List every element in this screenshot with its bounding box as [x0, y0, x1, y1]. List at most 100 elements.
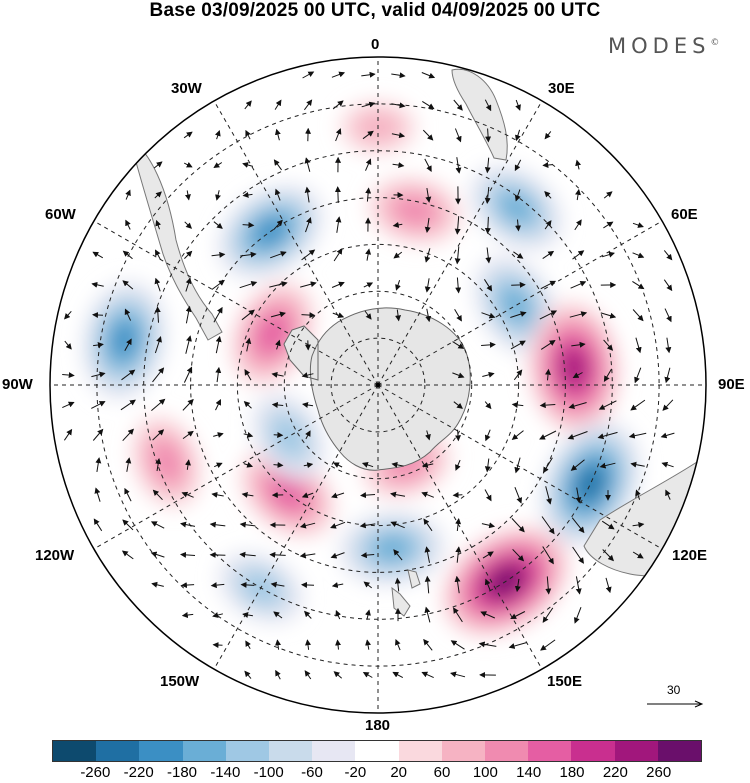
wind-vector-arrow: [478, 641, 497, 648]
lon-label-90w: 90W: [2, 376, 33, 393]
wind-vector-arrow: [545, 486, 552, 505]
wind-vector-arrow: [185, 335, 192, 354]
wind-vector-arrow: [184, 190, 191, 201]
colorbar-swatch: [312, 741, 356, 761]
colorbar-swatch: [657, 741, 702, 761]
wind-vector-arrow: [571, 517, 585, 534]
colorbar-swatch: [139, 741, 183, 761]
wind-vector-arrow: [484, 216, 491, 235]
wind-vector-arrow: [122, 428, 134, 442]
lon-label-150e: 150E: [547, 673, 583, 690]
wind-vector-arrow: [305, 216, 312, 233]
wind-vector-arrow: [630, 461, 645, 468]
wind-vector-arrow: [304, 610, 312, 619]
wind-vector-arrow: [540, 340, 556, 350]
wind-vector-arrow: [392, 162, 405, 169]
reference-vector-arrow: [647, 700, 704, 708]
wind-vector-arrow: [302, 402, 314, 408]
wind-vector-arrow: [391, 132, 406, 139]
wind-vector-arrow: [663, 250, 673, 261]
wind-vector-arrow: [302, 71, 315, 79]
wind-vector-arrow: [575, 159, 582, 170]
wind-vector-arrow: [269, 551, 286, 558]
wind-vector-arrow: [304, 186, 311, 203]
wind-vector-arrow: [632, 521, 645, 528]
wind-vector-arrow: [539, 310, 558, 320]
wind-vector-arrow: [213, 306, 223, 323]
wind-vector-arrow: [572, 372, 583, 378]
wind-vector-arrow: [395, 309, 402, 322]
wind-vector-arrow: [155, 249, 161, 260]
wind-vector-arrow: [305, 639, 311, 650]
wind-vector-arrow: [94, 487, 101, 502]
colorbar-swatch: [441, 741, 486, 761]
wind-vector-arrow: [215, 366, 222, 383]
wind-vector-arrow: [603, 221, 614, 229]
wind-vector-arrow: [511, 281, 526, 288]
wind-vector-arrow: [455, 429, 462, 442]
colorbar-swatch: [96, 741, 140, 761]
wind-vector-arrow: [181, 491, 194, 498]
wind-vector-arrow: [62, 401, 75, 409]
wind-vector-arrow: [244, 369, 252, 381]
wind-vector-arrow: [632, 551, 644, 559]
wind-vector-arrow: [422, 100, 435, 110]
wind-vector-arrow: [303, 462, 314, 469]
wind-vector-arrow: [364, 310, 372, 320]
wind-vector-arrow: [455, 546, 462, 563]
wind-vector-arrow: [121, 550, 134, 560]
wind-vector-arrow: [271, 371, 284, 378]
reference-vector-label: 30: [667, 683, 681, 697]
wind-vector-arrow: [210, 582, 225, 589]
africa-coastline: [451, 68, 508, 161]
wind-vector-arrow: [484, 99, 492, 112]
wind-vector-arrow: [455, 157, 462, 174]
wind-vector-arrow: [64, 340, 72, 350]
wind-vector-arrow: [92, 251, 104, 259]
lon-label-30w: 30W: [171, 80, 202, 97]
wind-vector-arrow: [122, 519, 134, 531]
wind-vector-arrow: [241, 309, 255, 321]
latitude-circle: [236, 243, 520, 527]
wind-vector-arrow: [335, 639, 342, 650]
wind-vector-arrow: [483, 279, 493, 292]
wind-vector-arrow: [242, 162, 254, 168]
wind-vector-arrow: [242, 612, 253, 618]
wind-vector-arrow: [453, 99, 463, 111]
wind-vector-arrow: [215, 335, 222, 354]
wind-vector-arrow: [150, 521, 165, 529]
wind-vector-arrow: [305, 430, 311, 440]
wind-vector-arrow: [424, 606, 431, 623]
wind-vector-arrow: [663, 279, 673, 292]
wind-vector-arrow: [182, 398, 194, 411]
south-pole-marker: [375, 382, 381, 388]
wind-vector-arrow: [214, 129, 221, 140]
wind-vector-arrow: [424, 158, 432, 172]
colorbar: [52, 740, 702, 762]
colorbar-swatch: [485, 741, 529, 761]
colorbar-tick-label: 100: [472, 764, 498, 781]
meridian-line: [377, 220, 663, 386]
wind-vector-arrow: [242, 191, 253, 198]
wind-vector-arrow: [273, 219, 283, 230]
wind-vector-arrow: [122, 280, 134, 290]
wind-vector-arrow: [153, 161, 163, 169]
wind-vector-arrow: [124, 487, 132, 502]
colorbar-tick-label: -20: [344, 764, 367, 781]
wind-vector-arrow: [425, 430, 431, 441]
wind-vector-arrow: [183, 366, 193, 383]
meridian-line: [213, 100, 379, 386]
wind-vector-arrow: [484, 489, 492, 502]
wind-vector-arrow: [125, 219, 131, 230]
wind-vector-arrow: [421, 491, 434, 498]
wind-vector-arrow: [213, 432, 224, 438]
wind-vector-arrow: [155, 219, 162, 230]
colorbar-swatch: [269, 741, 313, 761]
wind-vector-arrow: [299, 552, 316, 559]
wind-vector-arrow: [392, 221, 403, 228]
wind-vector-arrow: [544, 131, 552, 140]
wind-vector-arrow: [454, 575, 461, 594]
wind-vector-arrow: [331, 71, 346, 78]
colorbar-tick-labels: -260 -220 -180 -140 -100 -60 -20 20 60 100 140 180 2…: [52, 764, 702, 783]
wind-vector-arrow: [421, 462, 434, 469]
